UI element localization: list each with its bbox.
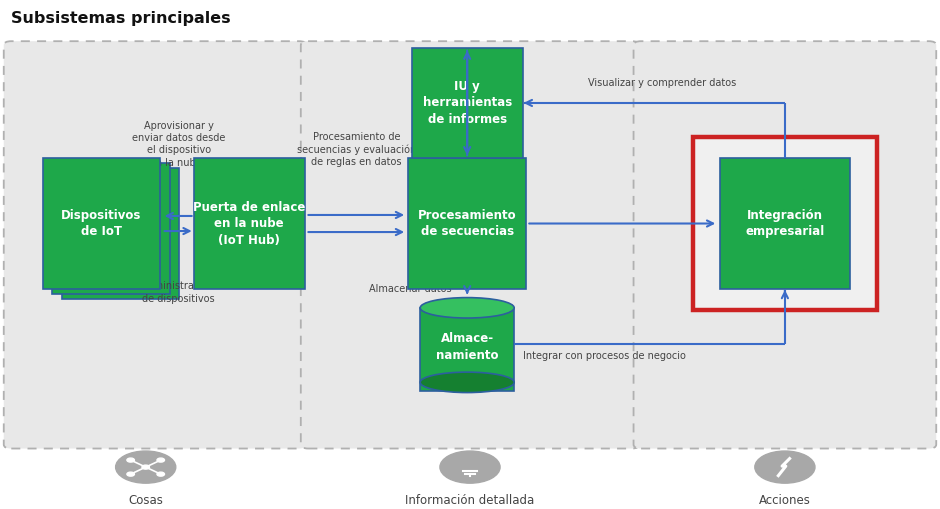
Ellipse shape bbox=[420, 298, 514, 318]
Text: Almacenar datos: Almacenar datos bbox=[369, 285, 452, 294]
FancyBboxPatch shape bbox=[634, 41, 936, 448]
Circle shape bbox=[157, 472, 164, 476]
Circle shape bbox=[157, 458, 164, 462]
Text: Procesamiento
de secuencias: Procesamiento de secuencias bbox=[418, 209, 516, 238]
Text: Aprovisionar y
enviar datos desde
el dispositivo
a la nube: Aprovisionar y enviar datos desde el dis… bbox=[132, 121, 226, 168]
FancyBboxPatch shape bbox=[412, 48, 523, 158]
FancyBboxPatch shape bbox=[301, 41, 639, 448]
Circle shape bbox=[116, 451, 176, 483]
Text: Visualizar y comprender datos: Visualizar y comprender datos bbox=[588, 78, 737, 88]
FancyBboxPatch shape bbox=[43, 158, 160, 289]
Bar bbox=[420, 308, 514, 390]
Text: Puerta de enlace
en la nube
(IoT Hub): Puerta de enlace en la nube (IoT Hub) bbox=[193, 201, 306, 246]
FancyBboxPatch shape bbox=[53, 163, 169, 294]
FancyBboxPatch shape bbox=[4, 41, 306, 448]
Text: Información detallada: Información detallada bbox=[405, 494, 535, 507]
Text: Cosas: Cosas bbox=[128, 494, 164, 507]
Text: Acciones: Acciones bbox=[759, 494, 811, 507]
Text: Procesamiento de
secuencias y evaluación
de reglas en datos: Procesamiento de secuencias y evaluación… bbox=[297, 132, 415, 167]
FancyBboxPatch shape bbox=[720, 158, 850, 289]
Text: Integrar con procesos de negocio: Integrar con procesos de negocio bbox=[523, 351, 685, 360]
Text: Dispositivos
de IoT: Dispositivos de IoT bbox=[61, 209, 142, 238]
Text: Integración
empresarial: Integración empresarial bbox=[745, 209, 824, 238]
Circle shape bbox=[142, 465, 149, 469]
FancyBboxPatch shape bbox=[62, 168, 179, 299]
Circle shape bbox=[127, 472, 134, 476]
Text: IU y
herramientas
de informes: IU y herramientas de informes bbox=[423, 80, 511, 126]
FancyBboxPatch shape bbox=[194, 158, 305, 289]
FancyBboxPatch shape bbox=[408, 158, 526, 289]
Text: Administración
de dispositivos: Administración de dispositivos bbox=[142, 281, 215, 304]
Circle shape bbox=[127, 458, 134, 462]
Circle shape bbox=[440, 451, 500, 483]
FancyBboxPatch shape bbox=[693, 137, 876, 310]
Text: Almace-
namiento: Almace- namiento bbox=[436, 332, 498, 362]
Text: Subsistemas principales: Subsistemas principales bbox=[11, 11, 231, 26]
Circle shape bbox=[755, 451, 815, 483]
Bar bbox=[420, 307, 514, 308]
Ellipse shape bbox=[420, 372, 514, 392]
